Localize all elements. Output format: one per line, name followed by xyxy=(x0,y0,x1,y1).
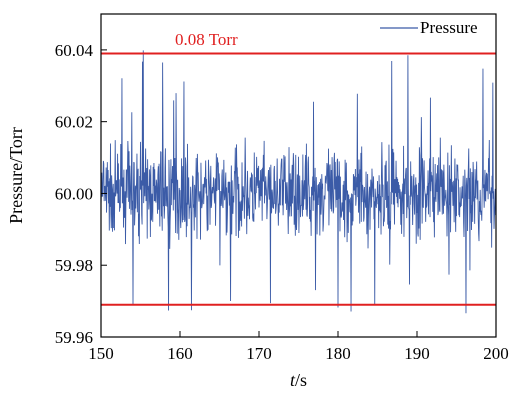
x-axis-title-symbol: t xyxy=(290,370,296,390)
x-axis-title: t/s xyxy=(290,370,307,390)
legend-label: Pressure xyxy=(420,18,478,37)
x-axis-title-unit: /s xyxy=(295,370,307,390)
y-tick-label: 60.02 xyxy=(55,113,93,132)
y-axis-title: Pressure/Torr xyxy=(6,127,26,224)
axis-ticks: 150 160 170 180 190 200 59.96 59.98 60.00 60.02 60… xyxy=(55,41,509,363)
x-tick-label: 150 xyxy=(88,344,114,363)
x-tick-label: 170 xyxy=(246,344,272,363)
x-tick-label: 190 xyxy=(404,344,430,363)
y-tick-label: 59.98 xyxy=(55,256,93,275)
legend: Pressure xyxy=(380,18,478,37)
y-tick-label: 60.00 xyxy=(55,184,93,203)
x-tick-label: 200 xyxy=(483,344,509,363)
plot-frame xyxy=(100,13,497,338)
plot-content xyxy=(101,50,496,314)
x-tick-label: 180 xyxy=(325,344,351,363)
y-tick-label: 60.04 xyxy=(55,41,94,60)
y-tick-label: 59.96 xyxy=(55,328,93,347)
pressure-series-line xyxy=(101,50,496,314)
x-tick-label: 160 xyxy=(167,344,193,363)
annotation-label: 0.08 Torr xyxy=(175,30,238,49)
